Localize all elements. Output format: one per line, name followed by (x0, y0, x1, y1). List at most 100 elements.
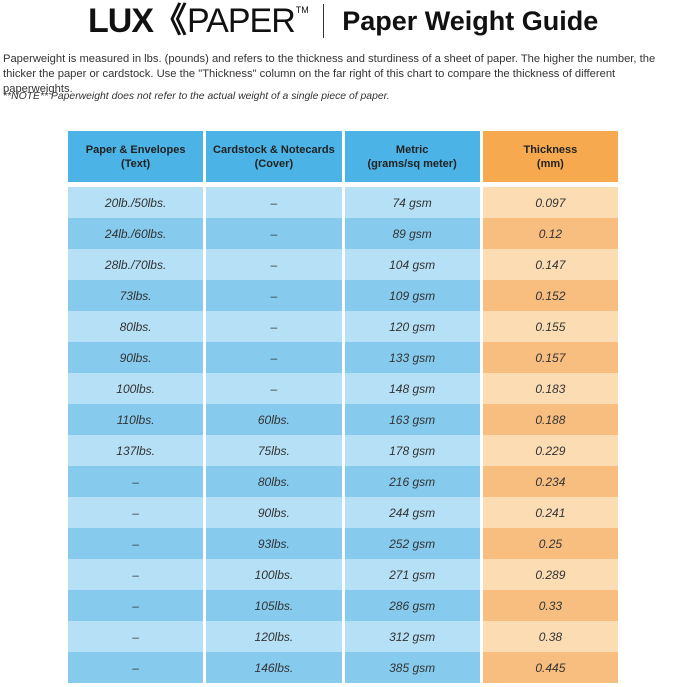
cell-metric: 109 gsm (344, 280, 480, 311)
table-body: 20lb./50lbs. –74 gsm 0.097 24lb./60lbs. –89 … (68, 187, 618, 683)
page-title: Paper Weight Guide (342, 5, 599, 36)
cell-thickness: 0.155 (482, 311, 618, 342)
table-header-row: Paper & Envelopes (Text) Cardstock & Not… (68, 131, 618, 182)
header-label: Cardstock & Notecards (213, 143, 335, 156)
cell-paper-envelopes: 80lbs. (68, 311, 204, 342)
paper-weight-table: Paper & Envelopes (Text) Cardstock & Not… (68, 131, 618, 683)
logo-trademark: TM (295, 5, 309, 15)
cell-paper-envelopes: 24lb./60lbs. (68, 218, 204, 249)
cell-paper-envelopes: 73lbs. (68, 280, 204, 311)
cell-paper-envelopes: – (68, 528, 204, 559)
table-row: 137lbs. 75lbs. 178 gsm 0.229 (68, 435, 618, 466)
table-row: 90lbs. –133 gsm 0.157 (68, 342, 618, 373)
cell-metric: 163 gsm (344, 404, 480, 435)
header-sublabel: (mm) (536, 157, 564, 170)
cell-paper-envelopes: – (68, 559, 204, 590)
cell-cardstock-notecards: 60lbs. (206, 404, 342, 435)
cell-cardstock-notecards: – (206, 187, 342, 218)
header-cardstock-notecards: Cardstock & Notecards (Cover) (206, 131, 342, 182)
table-row: 20lb./50lbs. –74 gsm 0.097 (68, 187, 618, 218)
header-label: Metric (395, 143, 429, 156)
table-row: 80lbs. –120 gsm 0.155 (68, 311, 618, 342)
cell-cardstock-notecards: – (206, 218, 342, 249)
cell-paper-envelopes: – (68, 466, 204, 497)
cell-thickness: 0.188 (482, 404, 618, 435)
header-label: Thickness (523, 143, 578, 156)
cell-cardstock-notecards: 80lbs. (206, 466, 342, 497)
cell-paper-envelopes: – (68, 652, 204, 683)
table-row: –93lbs. 252 gsm 0.25 (68, 528, 618, 559)
cell-thickness: 0.33 (482, 590, 618, 621)
cell-thickness: 0.289 (482, 559, 618, 590)
table-row: 110lbs. 60lbs. 163 gsm 0.188 (68, 404, 618, 435)
cell-thickness: 0.445 (482, 652, 618, 683)
cell-metric: 133 gsm (344, 342, 480, 373)
logo-chevrons-icon: 《 (153, 2, 187, 40)
cell-paper-envelopes: – (68, 590, 204, 621)
cell-thickness: 0.12 (482, 218, 618, 249)
table-row: –120lbs. 312 gsm 0.38 (68, 621, 618, 652)
intro-paragraph: Paperweight is measured in lbs. (pounds)… (3, 53, 656, 95)
cell-cardstock-notecards: 120lbs. (206, 621, 342, 652)
cell-cardstock-notecards: 93lbs. (206, 528, 342, 559)
cell-thickness: 0.152 (482, 280, 618, 311)
cell-thickness: 0.147 (482, 249, 618, 280)
cell-thickness: 0.234 (482, 466, 618, 497)
cell-cardstock-notecards: – (206, 280, 342, 311)
cell-thickness: 0.097 (482, 187, 618, 218)
cell-cardstock-notecards: – (206, 311, 342, 342)
header-sublabel: (Cover) (254, 157, 294, 170)
cell-metric: 216 gsm (344, 466, 480, 497)
cell-paper-envelopes: 110lbs. (68, 404, 204, 435)
table-row: –100lbs. 271 gsm 0.289 (68, 559, 618, 590)
header-label: Paper & Envelopes (85, 143, 186, 156)
cell-metric: 271 gsm (344, 559, 480, 590)
cell-cardstock-notecards: 75lbs. (206, 435, 342, 466)
cell-metric: 244 gsm (344, 497, 480, 528)
table-row: –105lbs. 286 gsm 0.33 (68, 590, 618, 621)
header-sublabel: (grams/sq meter) (367, 157, 457, 170)
table-row: 73lbs. –109 gsm 0.152 (68, 280, 618, 311)
cell-thickness: 0.183 (482, 373, 618, 404)
header-metric: Metric (grams/sq meter) (344, 131, 480, 182)
cell-metric: 120 gsm (344, 311, 480, 342)
cell-paper-envelopes: – (68, 621, 204, 652)
cell-metric: 104 gsm (344, 249, 480, 280)
cell-thickness: 0.157 (482, 342, 618, 373)
cell-cardstock-notecards: – (206, 373, 342, 404)
header-thickness: Thickness (mm) (482, 131, 618, 182)
header-divider (322, 4, 325, 38)
logo-paper: PAPER (187, 2, 296, 40)
table-row: –146lbs. 385 gsm 0.445 (68, 652, 618, 683)
cell-metric: 178 gsm (344, 435, 480, 466)
header-sublabel: (Text) (121, 157, 151, 170)
cell-cardstock-notecards: 105lbs. (206, 590, 342, 621)
cell-metric: 312 gsm (344, 621, 480, 652)
cell-cardstock-notecards: 90lbs. (206, 497, 342, 528)
cell-paper-envelopes: 100lbs. (68, 373, 204, 404)
table-row: 28lb./70lbs. –104 gsm 0.147 (68, 249, 618, 280)
table-row: 24lb./60lbs. –89 gsm 0.12 (68, 218, 618, 249)
cell-thickness: 0.229 (482, 435, 618, 466)
cell-cardstock-notecards: 100lbs. (206, 559, 342, 590)
cell-metric: 252 gsm (344, 528, 480, 559)
cell-paper-envelopes: 90lbs. (68, 342, 204, 373)
cell-paper-envelopes: 28lb./70lbs. (68, 249, 204, 280)
cell-cardstock-notecards: – (206, 249, 342, 280)
cell-metric: 148 gsm (344, 373, 480, 404)
intro-note: **NOTE** Paperweight does not refer to t… (3, 91, 390, 102)
cell-metric: 385 gsm (344, 652, 480, 683)
cell-metric: 286 gsm (344, 590, 480, 621)
cell-cardstock-notecards: – (206, 342, 342, 373)
header-paper-envelopes: Paper & Envelopes (Text) (68, 131, 204, 182)
table-row: 100lbs. –148 gsm 0.183 (68, 373, 618, 404)
cell-paper-envelopes: 137lbs. (68, 435, 204, 466)
luxpaper-logo: LUX 《 PAPER TM (88, 4, 309, 38)
table-row: –80lbs. 216 gsm 0.234 (68, 466, 618, 497)
logo-lux: LUX (88, 2, 154, 40)
cell-thickness: 0.25 (482, 528, 618, 559)
table-row: –90lbs. 244 gsm 0.241 (68, 497, 618, 528)
cell-cardstock-notecards: 146lbs. (206, 652, 342, 683)
page-header: LUX 《 PAPER TM Paper Weight Guide (88, 2, 598, 40)
cell-paper-envelopes: – (68, 497, 204, 528)
